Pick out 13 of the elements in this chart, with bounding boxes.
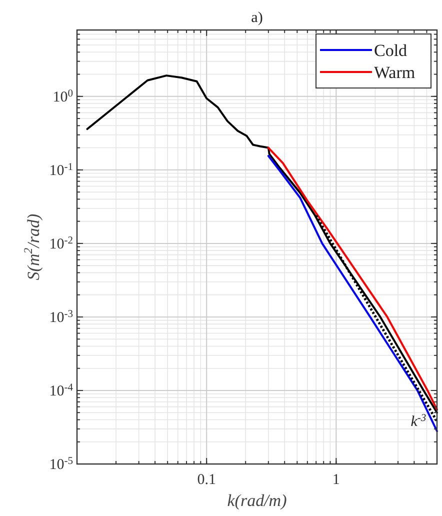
legend-label: Cold <box>374 41 408 60</box>
y-tick-label: 10$^{0}$ <box>52 88 73 106</box>
annotation: k$^{-3}$ <box>410 412 426 430</box>
y-tick-label: 10$^{-1}$ <box>49 161 73 179</box>
y-tick-label: 10$^{-3}$ <box>49 308 73 326</box>
legend-label: Warm <box>374 63 416 82</box>
y-tick-label: 10$^{-5}$ <box>49 456 73 473</box>
y-tick-label: 10$^{-4}$ <box>49 382 74 400</box>
x-axis-title: k(rad/m) <box>227 491 288 510</box>
y-tick-label: 10$^{-2}$ <box>49 234 73 252</box>
x-tick-label: 0.1 <box>197 472 216 488</box>
x-tick-label: 1 <box>332 472 340 488</box>
chart-title: a) <box>251 10 263 26</box>
